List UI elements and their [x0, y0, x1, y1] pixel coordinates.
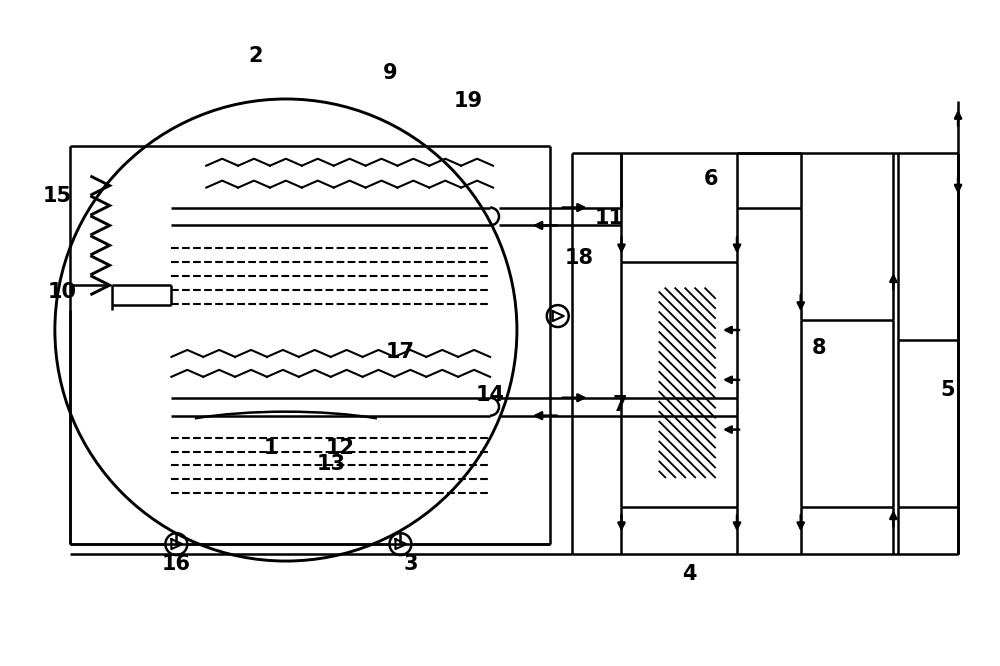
Text: 9: 9	[383, 63, 398, 83]
Text: 11: 11	[595, 208, 624, 228]
Text: 13: 13	[316, 454, 345, 474]
Circle shape	[165, 533, 187, 555]
Text: 3: 3	[403, 554, 418, 574]
Text: 12: 12	[326, 438, 355, 458]
Text: 15: 15	[42, 186, 71, 206]
Text: 5: 5	[941, 380, 955, 400]
Text: 18: 18	[565, 248, 594, 268]
Circle shape	[547, 305, 569, 327]
Text: 19: 19	[454, 91, 483, 111]
Text: 14: 14	[476, 385, 505, 405]
Text: 10: 10	[47, 282, 76, 302]
Text: 2: 2	[249, 46, 263, 66]
Text: 8: 8	[811, 338, 826, 358]
Text: 7: 7	[612, 395, 627, 415]
Text: 17: 17	[386, 342, 415, 362]
Text: 1: 1	[264, 438, 278, 458]
Text: 16: 16	[162, 554, 191, 574]
Circle shape	[389, 533, 411, 555]
Text: 6: 6	[704, 168, 718, 188]
Text: 4: 4	[682, 564, 696, 584]
